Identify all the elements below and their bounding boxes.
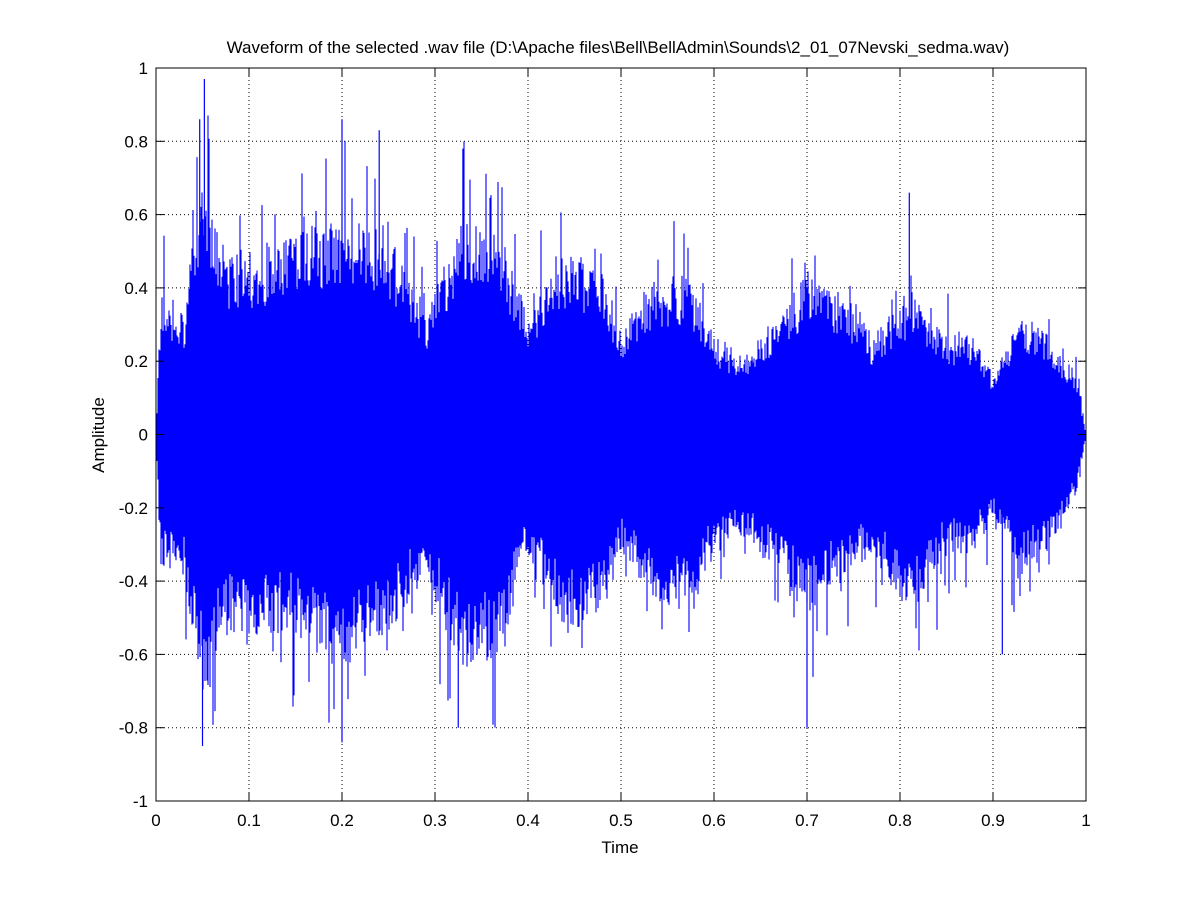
chart-title: Waveform of the selected .wav file (D:\A… [227, 38, 1010, 57]
ticks [155, 67, 1087, 802]
y-tick-label: 0.6 [124, 206, 148, 225]
x-tick-label: 0.6 [702, 811, 726, 830]
y-tick-label: 0 [139, 426, 148, 445]
x-tick-label: 0.7 [795, 811, 819, 830]
y-axis-label: Amplitude [89, 397, 108, 473]
x-tick-label: 0.5 [609, 811, 633, 830]
y-tick-label: -0.8 [119, 719, 148, 738]
x-tick-label: 0.1 [237, 811, 261, 830]
x-tick-label: 0 [151, 811, 160, 830]
y-tick-label: -1 [133, 792, 148, 811]
x-tick-label: 1 [1081, 811, 1090, 830]
y-tick-label: -0.4 [119, 572, 148, 591]
x-axis-label: Time [601, 838, 638, 857]
x-tick-label: 0.4 [516, 811, 540, 830]
y-tick-labels: -1 -0.8 -0.6 -0.4 -0.2 0 0.2 0.4 0.6 0.8 1 [119, 59, 148, 811]
y-tick-label: 1 [139, 59, 148, 78]
y-tick-label: 0.8 [124, 132, 148, 151]
x-tick-labels: 0 0.1 0.2 0.3 0.4 0.5 0.6 0.7 0.8 0.9 1 [151, 811, 1090, 830]
waveform-series [156, 78, 1086, 747]
x-tick-label: 0.9 [981, 811, 1005, 830]
x-tick-label: 0.3 [423, 811, 447, 830]
y-tick-label: -0.6 [119, 645, 148, 664]
x-tick-label: 0.8 [888, 811, 912, 830]
x-tick-label: 0.2 [330, 811, 354, 830]
y-tick-label: 0.2 [124, 352, 148, 371]
y-tick-label: -0.2 [119, 499, 148, 518]
y-tick-label: 0.4 [124, 279, 148, 298]
